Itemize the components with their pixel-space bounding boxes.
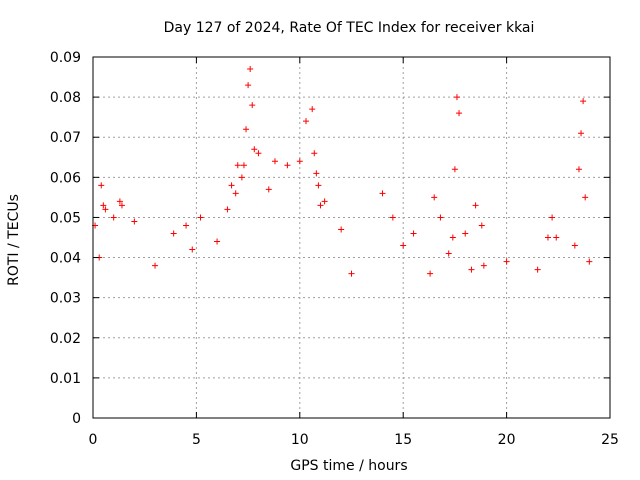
- data-point: [247, 66, 254, 73]
- data-point: [245, 82, 252, 89]
- x-tick-label: 10: [291, 432, 309, 448]
- data-point: [462, 230, 469, 237]
- data-point: [503, 258, 510, 265]
- data-point: [453, 94, 460, 101]
- y-tick-label: 0.08: [50, 90, 81, 106]
- x-tick-label: 15: [394, 432, 412, 448]
- data-point: [214, 238, 221, 245]
- y-axis-label: ROTI / TECUs: [6, 194, 22, 286]
- data-point: [379, 190, 386, 197]
- data-point: [582, 194, 589, 201]
- data-point: [317, 202, 324, 209]
- y-tick-label: 0.07: [50, 130, 81, 146]
- data-point: [478, 222, 485, 229]
- data-point: [240, 162, 247, 169]
- data-point: [338, 226, 345, 233]
- data-point: [152, 262, 159, 269]
- x-tick-label: 0: [89, 432, 98, 448]
- data-point: [170, 230, 177, 237]
- data-point: [315, 182, 322, 189]
- x-axis-label: GPS time / hours: [290, 458, 407, 474]
- data-point: [534, 266, 541, 273]
- data-point: [571, 242, 578, 249]
- data-point: [553, 234, 560, 241]
- data-point: [311, 150, 318, 157]
- data-point: [183, 222, 190, 229]
- y-tick-label: 0.02: [50, 331, 81, 347]
- data-point: [238, 174, 245, 181]
- data-point: [303, 118, 310, 125]
- data-point: [271, 158, 278, 165]
- data-point: [255, 150, 262, 157]
- data-point: [100, 202, 107, 209]
- y-tick-label: 0.03: [50, 291, 81, 307]
- data-points: [92, 66, 593, 277]
- data-point: [251, 146, 258, 153]
- data-point: [234, 162, 241, 169]
- data-point: [431, 194, 438, 201]
- data-point: [427, 270, 434, 277]
- data-point: [228, 182, 235, 189]
- data-point: [265, 186, 272, 193]
- y-tick-label: 0.05: [50, 210, 81, 226]
- data-point: [309, 106, 316, 113]
- data-point: [575, 166, 582, 173]
- axis-ticks: 0 5 10 15 20 25 0 0.01 0.02 0.03 0.04 0.05 0.06 0.07 0…: [50, 50, 619, 448]
- data-point: [313, 170, 320, 177]
- data-point: [389, 214, 396, 221]
- data-point: [586, 258, 593, 265]
- data-point: [400, 242, 407, 249]
- x-tick-label: 20: [498, 432, 516, 448]
- data-point: [472, 202, 479, 209]
- data-point: [321, 198, 328, 205]
- data-point: [456, 110, 463, 117]
- data-point: [224, 206, 231, 213]
- data-point: [243, 126, 250, 133]
- data-point: [296, 158, 303, 165]
- data-point: [284, 162, 291, 169]
- y-tick-label: 0.09: [50, 50, 81, 66]
- y-tick-label: 0: [72, 411, 81, 427]
- y-tick-label: 0.04: [50, 251, 81, 267]
- data-point: [544, 234, 551, 241]
- data-point: [348, 270, 355, 277]
- data-point: [118, 202, 125, 209]
- x-tick-label: 5: [192, 432, 201, 448]
- y-tick-label: 0.06: [50, 170, 81, 186]
- data-point: [451, 166, 458, 173]
- y-tick-label: 0.01: [50, 371, 81, 387]
- data-point: [480, 262, 487, 269]
- data-point: [197, 214, 204, 221]
- plot-frame: [92, 56, 611, 419]
- data-point: [410, 230, 417, 237]
- data-point: [116, 198, 123, 205]
- grid-lines: [93, 57, 610, 418]
- x-tick-label: 25: [601, 432, 619, 448]
- data-point: [98, 182, 105, 189]
- data-point: [578, 130, 585, 137]
- data-point: [580, 98, 587, 105]
- data-point: [549, 214, 556, 221]
- data-point: [189, 246, 196, 253]
- data-point: [445, 250, 452, 257]
- data-point: [437, 214, 444, 221]
- data-point: [102, 206, 109, 213]
- data-point: [131, 218, 138, 225]
- data-point: [249, 102, 256, 109]
- data-point: [110, 214, 117, 221]
- data-point: [232, 190, 239, 197]
- data-point: [468, 266, 475, 273]
- data-point: [449, 234, 456, 241]
- chart-title: Day 127 of 2024, Rate Of TEC Index for r…: [164, 20, 535, 36]
